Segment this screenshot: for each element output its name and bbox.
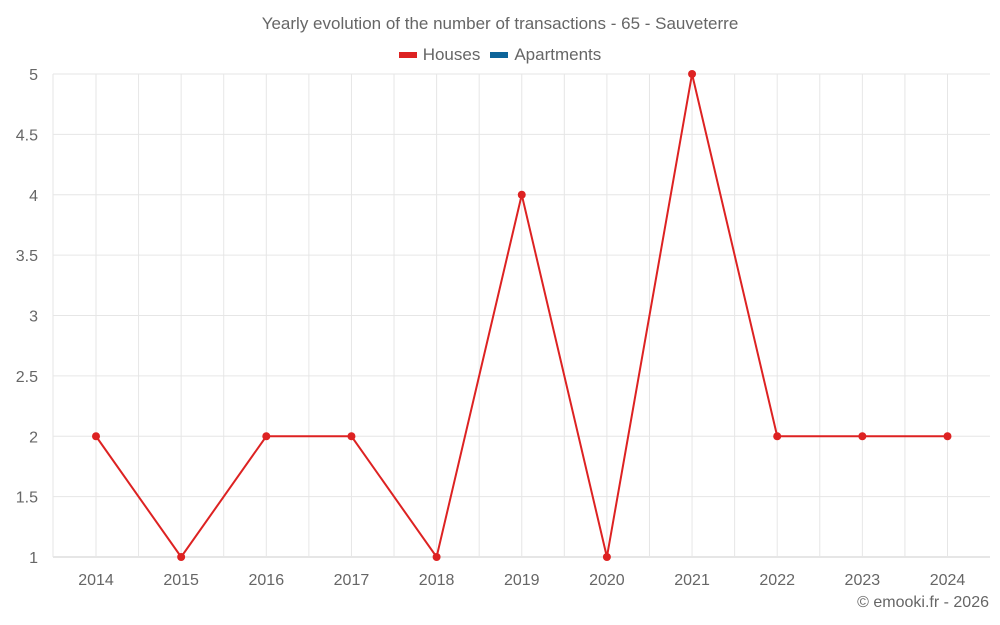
data-point[interactable]	[262, 432, 271, 441]
credit-text: © emooki.fr - 2026	[857, 594, 989, 611]
x-tick-label: 2014	[78, 572, 114, 589]
series-houses	[92, 70, 952, 561]
data-point[interactable]	[858, 432, 867, 441]
y-tick-label: 5	[29, 67, 38, 84]
y-tick-label: 1.5	[16, 490, 38, 507]
y-tick-label: 2	[29, 429, 38, 446]
legend-label: Houses	[422, 45, 481, 64]
grid-lines	[52, 73, 990, 558]
data-point[interactable]	[943, 432, 952, 441]
apartments-swatch-icon	[490, 52, 509, 58]
legend-item-apartments[interactable]: Apartments	[490, 45, 601, 65]
y-tick-label: 4	[29, 188, 38, 205]
x-tick-label: 2023	[845, 572, 881, 589]
x-tick-label: 2021	[674, 572, 710, 589]
legend: Houses Apartments	[0, 45, 1000, 65]
data-point[interactable]	[92, 432, 100, 441]
y-tick-label: 4.5	[16, 127, 38, 144]
data-point[interactable]	[602, 553, 611, 561]
data-point[interactable]	[688, 70, 697, 78]
houses-swatch-icon	[398, 52, 417, 58]
y-tick-label: 1	[29, 550, 38, 567]
y-tick-label: 3	[29, 309, 38, 326]
x-tick-label: 2022	[759, 572, 795, 589]
x-tick-label: 2018	[419, 572, 455, 589]
data-point[interactable]	[773, 432, 782, 441]
x-tick-label: 2016	[249, 572, 285, 589]
y-tick-label: 2.5	[16, 369, 38, 386]
x-tick-label: 2020	[589, 572, 625, 589]
x-tick-label: 2024	[930, 572, 966, 589]
data-point[interactable]	[517, 190, 526, 199]
x-tick-label: 2017	[334, 572, 370, 589]
data-point[interactable]	[432, 553, 441, 561]
data-point[interactable]	[177, 553, 186, 561]
y-tick-label: 3.5	[16, 248, 38, 265]
x-tick-label: 2019	[504, 572, 540, 589]
axes: 1 1.5 2 2.5 3 3.5 4 4.5 5 2014 2015 2016 2017 2018 201…	[16, 67, 966, 589]
x-tick-label: 2015	[163, 572, 199, 589]
legend-item-houses[interactable]: Houses	[398, 45, 481, 65]
chart-title: Yearly evolution of the number of transa…	[261, 14, 739, 33]
data-point[interactable]	[347, 432, 356, 441]
legend-label: Apartments	[514, 45, 602, 64]
